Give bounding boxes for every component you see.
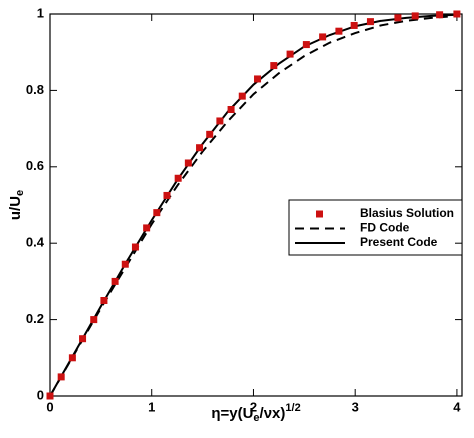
y-tick-label: 0 xyxy=(37,387,44,402)
x-tick-label: 3 xyxy=(352,399,359,414)
data-point xyxy=(90,316,98,324)
x-title-part: /νx) xyxy=(260,405,286,422)
x-title-part: η=y(U xyxy=(211,405,253,422)
x-axis-title: η=y(Ue/νx)1/2 xyxy=(211,402,300,424)
data-point xyxy=(153,209,161,217)
y-axis-title: u/Ue xyxy=(7,190,26,220)
data-point xyxy=(111,277,119,285)
y-tick-label: 0.2 xyxy=(26,311,44,326)
legend-label: Present Code xyxy=(360,235,438,249)
data-point xyxy=(68,354,76,362)
x-tick-label: 0 xyxy=(46,399,53,414)
data-point xyxy=(319,33,327,41)
data-point xyxy=(206,130,214,138)
data-point xyxy=(131,243,139,251)
data-point xyxy=(436,11,444,19)
data-point xyxy=(57,373,65,381)
x-title-sub: e xyxy=(253,412,259,424)
data-point xyxy=(100,297,108,304)
data-point xyxy=(286,50,294,58)
y-title-sub: e xyxy=(14,190,26,196)
data-point xyxy=(184,159,192,167)
legend-marker xyxy=(316,210,323,218)
x-tick-label: 1 xyxy=(148,399,155,414)
y-tick-label: 1 xyxy=(37,5,44,20)
x-tick-label: 2 xyxy=(250,399,257,414)
legend-label: Blasius Solution xyxy=(360,206,454,220)
data-point xyxy=(254,75,262,83)
data-point xyxy=(411,12,419,20)
data-point xyxy=(366,18,374,26)
x-tick-label: 4 xyxy=(453,399,461,414)
data-point xyxy=(174,174,182,182)
data-point xyxy=(350,21,358,29)
legend-label: FD Code xyxy=(360,221,410,235)
line-series xyxy=(49,14,457,397)
data-point xyxy=(453,10,461,18)
line-series xyxy=(49,13,457,397)
data-point xyxy=(143,224,151,232)
data-point xyxy=(238,92,246,100)
data-point xyxy=(216,117,224,125)
data-point xyxy=(196,144,204,152)
y-tick-label: 0.8 xyxy=(26,82,44,97)
data-point xyxy=(227,106,235,113)
y-tick-label: 0.6 xyxy=(26,158,44,173)
data-point xyxy=(46,392,54,400)
data-point xyxy=(270,62,278,70)
y-tick-label: 0.4 xyxy=(26,235,45,250)
data-point xyxy=(302,41,310,49)
data-point xyxy=(79,335,87,343)
data-point xyxy=(163,191,171,199)
y-title-part: u/U xyxy=(7,196,24,220)
x-title-sup: 1/2 xyxy=(285,402,300,414)
data-point xyxy=(121,260,129,268)
data-point xyxy=(394,14,402,22)
data-point xyxy=(335,27,343,35)
